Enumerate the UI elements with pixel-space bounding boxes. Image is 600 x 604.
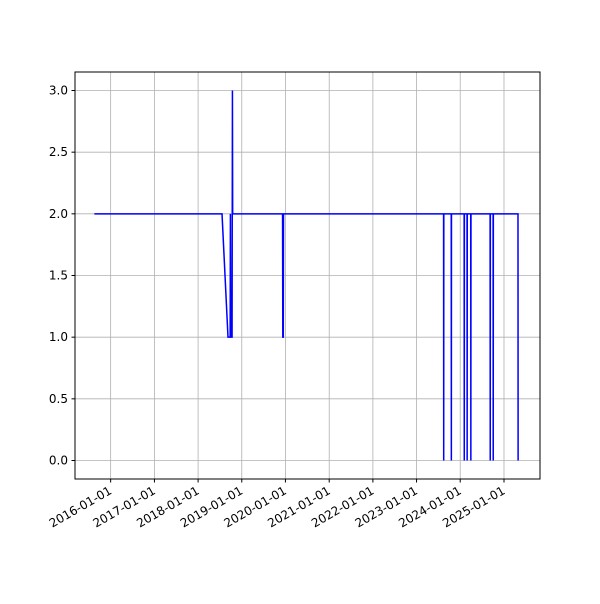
- y-tick-label: 1.5: [49, 269, 68, 283]
- y-tick-label: 2.0: [49, 207, 68, 221]
- plot-area: [94, 90, 519, 461]
- y-tick-label: 3.0: [49, 84, 68, 98]
- y-tick-label: 1.0: [49, 330, 68, 344]
- y-tick-label: 0.5: [49, 392, 68, 406]
- line-series: [94, 90, 519, 461]
- y-tick-label: 2.5: [49, 145, 68, 159]
- y-tick-label: 0.0: [49, 454, 68, 468]
- grid: [75, 72, 540, 479]
